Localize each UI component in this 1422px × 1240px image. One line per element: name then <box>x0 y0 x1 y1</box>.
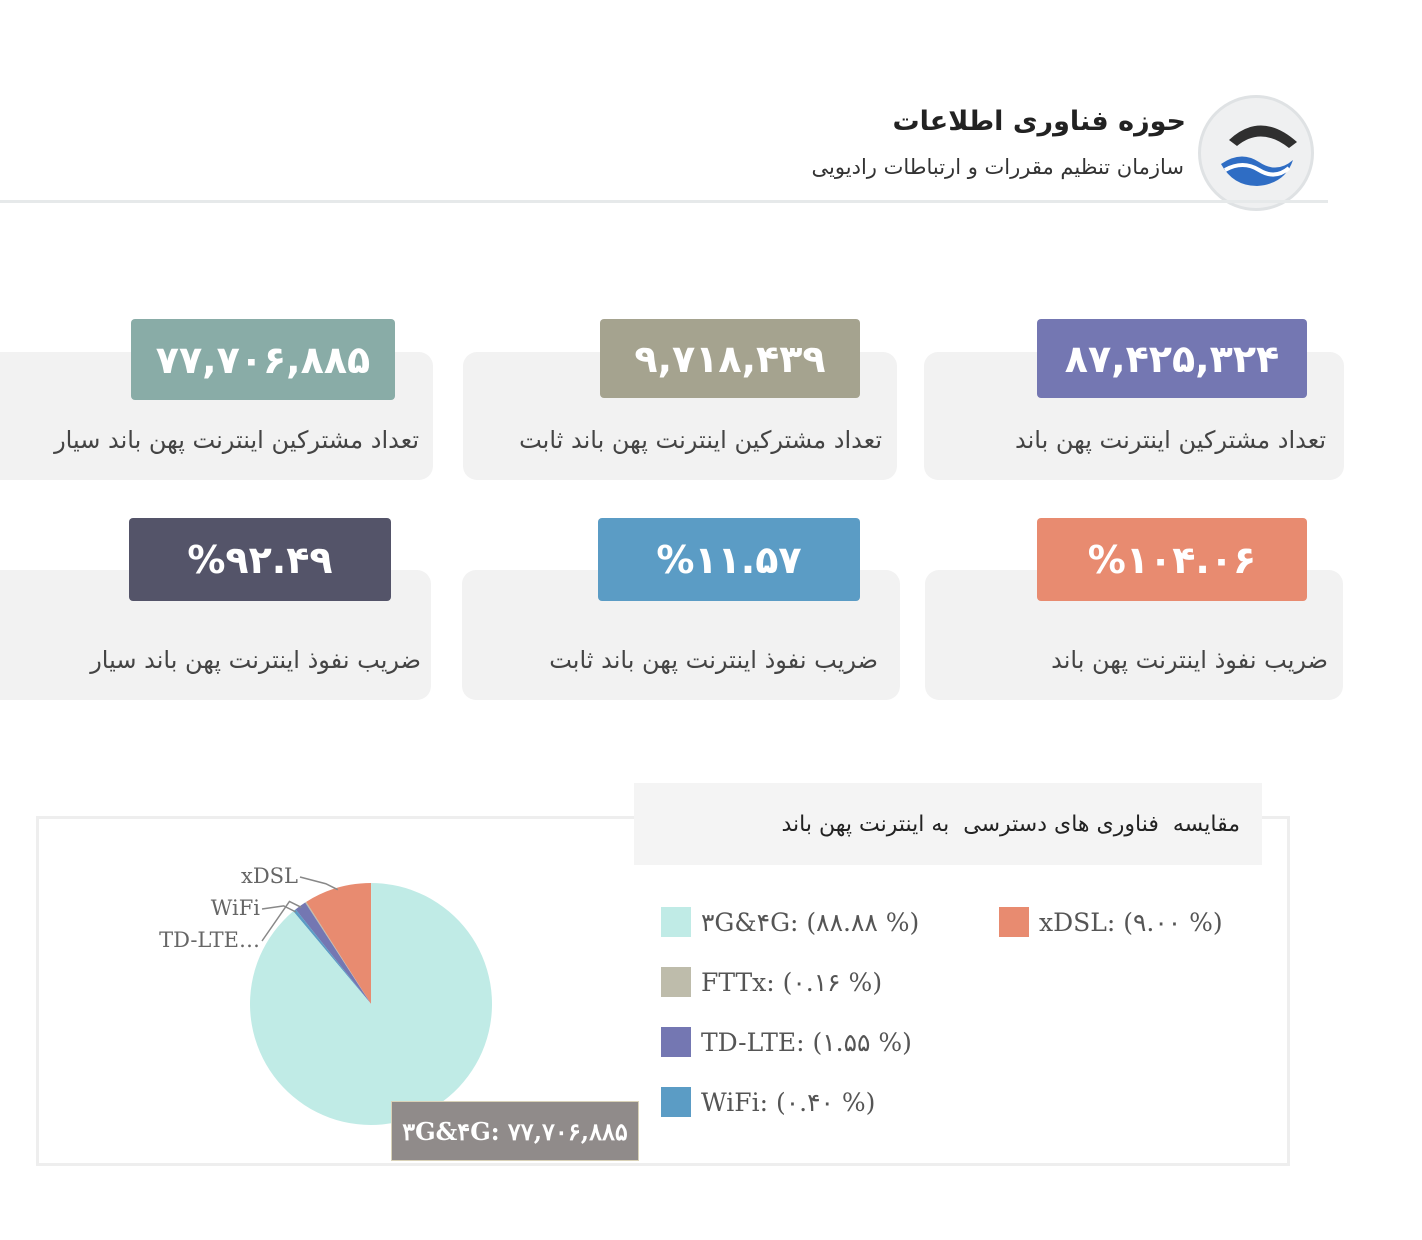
stat-value-fixed-penetration: %۱۱.۵۷ <box>598 518 860 601</box>
pie-callout-label: TD-LTE… <box>159 928 260 952</box>
stat-label-broadband-penetration: ضریب نفوذ اینترنت پهن باند <box>1051 646 1328 674</box>
pie-callout-label: xDSL <box>241 864 298 888</box>
pie-slice-xdsl[interactable] <box>306 883 371 1004</box>
logo-emblem-icon <box>1221 125 1297 186</box>
legend-item-xdsl[interactable]: xDSL: (۹.۰۰ %) <box>999 907 1223 937</box>
pie-callout-line <box>261 900 302 942</box>
legend-label-fttx: FTTx: (۰.۱۶ %) <box>701 967 883 997</box>
pie-callout-label: WiFi <box>211 896 261 920</box>
legend-item-3g4g[interactable]: ۳G&۴G: (۸۸.۸۸ %) <box>661 907 919 937</box>
pie-slice-fttx[interactable] <box>305 901 371 1004</box>
page-title: حوزه فناوری اطلاعات <box>892 106 1186 137</box>
pie-chart: xDSL WiFi TD-LTE… <box>159 864 492 1125</box>
chart-title: مقایسه فناوری های دسترسی به اینترنت پهن … <box>781 812 1240 837</box>
legend-label-tdlte: TD-LTE: (۱.۵۵ %) <box>701 1027 912 1057</box>
pie-callout-line <box>299 876 339 891</box>
stat-value-mobile-subscribers: ۷۷,۷۰۶,۸۸۵ <box>131 319 395 400</box>
legend-swatch-tdlte <box>661 1027 691 1057</box>
chart-tooltip: ۳G&۴G: ۷۷,۷۰۶,۸۸۵ <box>391 1101 639 1161</box>
legend-item-wifi[interactable]: WiFi: (۰.۴۰ %) <box>661 1087 875 1117</box>
legend-label-3g4g: ۳G&۴G: (۸۸.۸۸ %) <box>701 907 920 937</box>
stat-label-mobile-subscribers: تعداد مشترکین اینترنت پهن باند سیار <box>54 426 419 454</box>
legend-label-xdsl: xDSL: (۹.۰۰ %) <box>1039 907 1223 937</box>
stat-label-fixed-penetration: ضریب نفوذ اینترنت پهن باند ثابت <box>549 646 878 674</box>
chart-title-box <box>634 783 1262 865</box>
stat-label-mobile-penetration: ضریب نفوذ اینترنت پهن باند سیار <box>90 646 421 674</box>
stat-value-broadband-penetration: %۱۰۴.۰۶ <box>1037 518 1307 601</box>
legend-swatch-wifi <box>661 1087 691 1117</box>
stat-value-mobile-penetration: %۹۲.۴۹ <box>129 518 391 601</box>
header-divider <box>0 200 1328 203</box>
pie-slice-tdlte[interactable] <box>295 902 371 1004</box>
legend-label-wifi: WiFi: (۰.۴۰ %) <box>701 1087 876 1117</box>
logo <box>1198 95 1314 211</box>
stat-value-broadband-subscribers: ۸۷,۴۲۵,۳۲۴ <box>1037 319 1307 398</box>
legend-item-fttx[interactable]: FTTx: (۰.۱۶ %) <box>661 967 882 997</box>
stat-value-fixed-subscribers: ۹,۷۱۸,۴۳۹ <box>600 319 860 398</box>
stat-label-broadband-subscribers: تعداد مشترکین اینترنت پهن باند <box>1014 426 1326 454</box>
legend-item-tdlte[interactable]: TD-LTE: (۱.۵۵ %) <box>661 1027 912 1057</box>
stat-label-fixed-subscribers: تعداد مشترکین اینترنت پهن باند ثابت <box>519 426 882 454</box>
legend-swatch-3g4g <box>661 907 691 937</box>
legend-swatch-xdsl <box>999 907 1029 937</box>
page-subtitle: سازمان تنظیم مقررات و ارتباطات رادیویی <box>811 155 1184 179</box>
pie-slice-wifi[interactable] <box>293 909 371 1004</box>
pie-callout-line <box>261 905 297 913</box>
pie-slice-gg[interactable] <box>250 883 492 1125</box>
legend-swatch-fttx <box>661 967 691 997</box>
